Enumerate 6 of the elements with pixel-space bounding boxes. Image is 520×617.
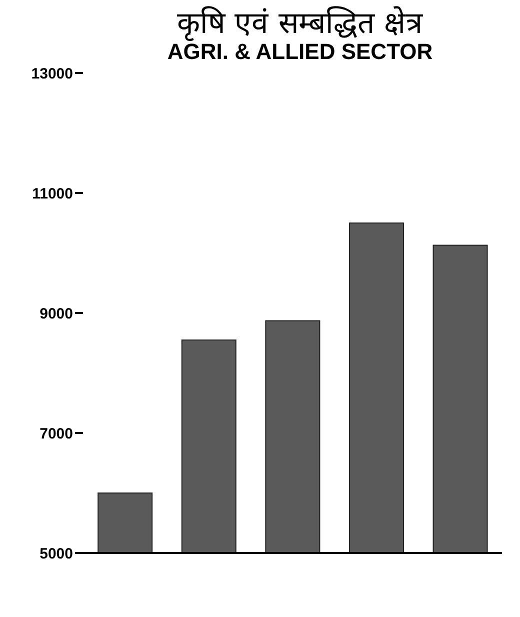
- y-tick-label: 11000: [32, 184, 73, 202]
- y-tick-label: 9000: [40, 304, 73, 322]
- y-tick-label: 13000: [31, 64, 73, 82]
- y-tick-label: 7000: [40, 424, 73, 442]
- y-tick-label: 5000: [40, 544, 73, 562]
- chart-title: कृषि एवं सम्बद्धित क्षेत्र: [176, 6, 424, 41]
